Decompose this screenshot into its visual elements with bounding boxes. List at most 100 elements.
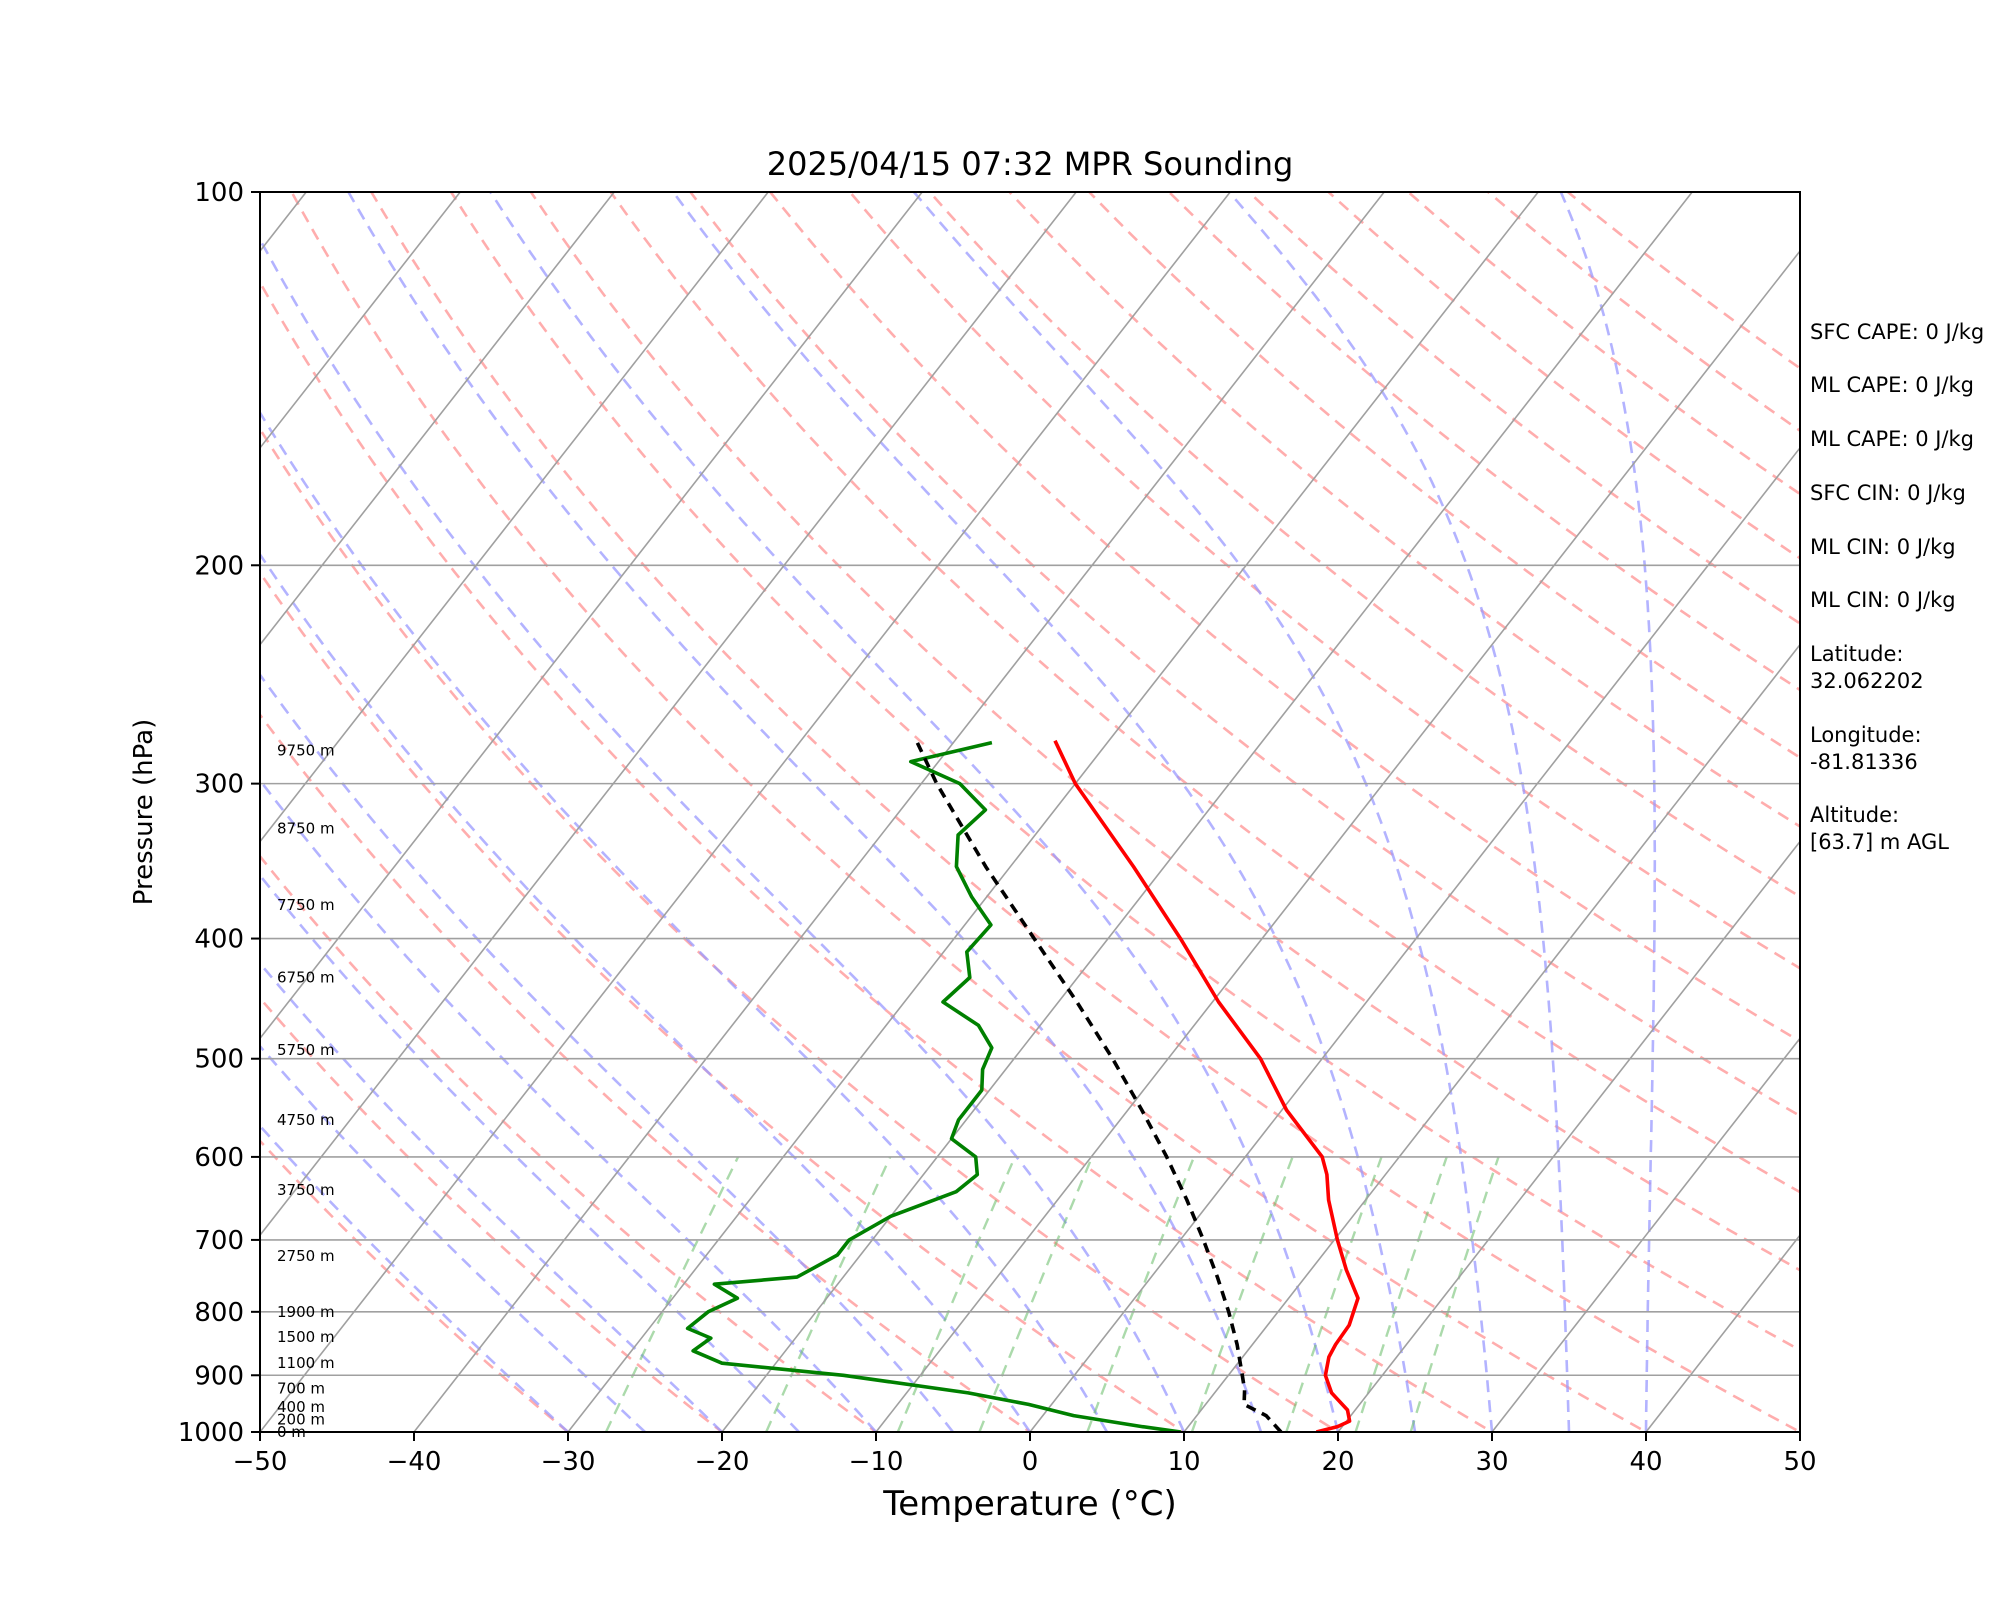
height-label: 6750 m bbox=[277, 969, 335, 987]
y-axis-ticks: 100 200 300 400 500 600 700 800 900 1000 bbox=[178, 178, 260, 1448]
isotherm-line bbox=[721, 192, 1693, 1432]
x-tick-label: −10 bbox=[849, 1447, 904, 1477]
annotation-ml-cin-2: ML CIN: 0 J/kg bbox=[1810, 588, 1956, 612]
dry-adiabat-line bbox=[260, 854, 879, 1432]
height-label: 7750 m bbox=[277, 896, 335, 914]
height-label: 8750 m bbox=[277, 819, 335, 837]
mixing-ratio-line bbox=[978, 1156, 1094, 1432]
series-lines bbox=[685, 739, 1360, 1432]
height-label: 5750 m bbox=[277, 1041, 335, 1059]
y-tick-label: 400 bbox=[194, 925, 244, 955]
height-label: 1100 m bbox=[277, 1354, 335, 1372]
dry-adiabat-line bbox=[928, 192, 1800, 899]
x-tick-label: −30 bbox=[541, 1447, 596, 1477]
temperature-line bbox=[1053, 739, 1360, 1432]
isotherm-line bbox=[875, 249, 1800, 1432]
annotation-sfc-cape: SFC CAPE: 0 J/kg bbox=[1810, 320, 1984, 344]
mixing-ratio-line bbox=[1409, 1156, 1500, 1432]
plot-area bbox=[260, 192, 1800, 1432]
y-tick-label: 500 bbox=[194, 1045, 244, 1075]
isotherm-line bbox=[260, 192, 615, 646]
y-axis-label: Pressure (hPa) bbox=[129, 719, 159, 906]
height-label: 3750 m bbox=[277, 1181, 335, 1199]
side-annotations: SFC CAPE: 0 J/kg ML CAPE: 0 J/kg ML CAPE… bbox=[1810, 320, 1984, 854]
dry-adiabat-line bbox=[848, 192, 1800, 970]
dry-adiabats bbox=[260, 192, 1800, 1432]
mixing-ratio-line bbox=[1285, 1156, 1383, 1432]
height-label: 1500 m bbox=[277, 1328, 335, 1346]
x-tick-label: −20 bbox=[695, 1447, 750, 1477]
moist-adiabat-line bbox=[260, 873, 800, 1432]
moist-adiabat-line bbox=[489, 192, 1340, 1432]
dry-adiabat-line bbox=[529, 192, 1800, 1272]
x-axis-label: Temperature (°C) bbox=[882, 1484, 1176, 1524]
dry-adiabat-line bbox=[290, 192, 1649, 1432]
height-label: 2750 m bbox=[277, 1247, 335, 1265]
y-tick-label: 700 bbox=[194, 1226, 244, 1256]
y-tick-label: 600 bbox=[194, 1143, 244, 1173]
moist-adiabat-line bbox=[1559, 192, 1657, 1432]
x-tick-label: −40 bbox=[387, 1447, 442, 1477]
mixing-ratio-line bbox=[765, 1156, 892, 1432]
isobars bbox=[260, 564, 1800, 1377]
isotherm-line bbox=[1029, 446, 1800, 1432]
mixing-ratio-line bbox=[1086, 1156, 1196, 1432]
dry-adiabat-line bbox=[370, 192, 1800, 1432]
annotation-sfc-cin: SFC CIN: 0 J/kg bbox=[1810, 481, 1966, 505]
height-label: 200 m bbox=[277, 1410, 325, 1428]
chart-title: 2025/04/15 07:32 MPR Sounding bbox=[767, 145, 1294, 183]
x-tick-label: 50 bbox=[1783, 1447, 1816, 1477]
dry-adiabat-line bbox=[260, 279, 1495, 1432]
annotation-latitude-value: 32.062202 bbox=[1810, 669, 1924, 693]
moist-adiabat-line bbox=[672, 192, 1417, 1432]
isotherm-line bbox=[1183, 643, 1800, 1432]
mixing-ratio-line bbox=[604, 1156, 740, 1432]
isotherms bbox=[260, 192, 1800, 1432]
dry-adiabat-line bbox=[260, 712, 1033, 1432]
dry-adiabat-line bbox=[450, 192, 1800, 1352]
moist-adiabat-line bbox=[260, 410, 1109, 1432]
height-label: 1900 m bbox=[277, 1303, 335, 1321]
dry-adiabat-line bbox=[609, 192, 1800, 1194]
dewpoint-line bbox=[685, 740, 1182, 1432]
x-tick-label: 30 bbox=[1475, 1447, 1508, 1477]
moist-adiabat-line bbox=[347, 192, 1263, 1432]
x-tick-label: 40 bbox=[1629, 1447, 1662, 1477]
mixing-ratio-lines bbox=[604, 1156, 1500, 1432]
y-tick-label: 800 bbox=[194, 1298, 244, 1328]
isotherm-line bbox=[260, 192, 461, 450]
isotherm-line bbox=[1337, 840, 1800, 1432]
height-label: 700 m bbox=[277, 1379, 325, 1397]
isotherm-line bbox=[1491, 1037, 1800, 1432]
plot-frame bbox=[259, 191, 1801, 1433]
moist-adiabat-line bbox=[912, 192, 1494, 1432]
isotherm-line bbox=[260, 192, 923, 1040]
annotation-altitude-value: [63.7] m AGL bbox=[1810, 830, 1949, 854]
x-tick-label: 0 bbox=[1022, 1447, 1039, 1477]
dry-adiabat-line bbox=[1008, 192, 1800, 828]
annotation-ml-cape: ML CAPE: 0 J/kg bbox=[1810, 373, 1974, 397]
annotation-ml-cape-2: ML CAPE: 0 J/kg bbox=[1810, 427, 1974, 451]
moist-adiabat-line bbox=[260, 778, 877, 1432]
annotation-longitude-value: -81.81336 bbox=[1810, 750, 1918, 774]
moist-adiabat-line bbox=[1228, 192, 1571, 1432]
x-axis-ticks: −50 −40 −30 −20 −10 0 10 20 30 40 50 bbox=[233, 1432, 1817, 1477]
annotation-ml-cin: ML CIN: 0 J/kg bbox=[1810, 535, 1956, 559]
dry-adiabat-line bbox=[769, 192, 1800, 1043]
y-tick-label: 300 bbox=[194, 770, 244, 800]
parcel-path-line bbox=[914, 739, 1283, 1432]
mixing-ratio-line bbox=[1190, 1156, 1294, 1432]
mixing-ratio-line bbox=[1354, 1156, 1448, 1432]
x-tick-label: 10 bbox=[1167, 1447, 1200, 1477]
moist-adiabat-line bbox=[260, 672, 955, 1432]
isotherm-line bbox=[567, 192, 1539, 1432]
height-label: 400 m bbox=[277, 1398, 325, 1416]
y-tick-label: 100 bbox=[194, 178, 244, 208]
y-tick-label: 1000 bbox=[178, 1418, 244, 1448]
moist-adiabat-line bbox=[260, 961, 723, 1432]
x-tick-label: −50 bbox=[233, 1447, 288, 1477]
dry-adiabat-line bbox=[260, 996, 725, 1432]
y-tick-label: 900 bbox=[194, 1361, 244, 1391]
height-label: 9750 m bbox=[277, 741, 335, 759]
